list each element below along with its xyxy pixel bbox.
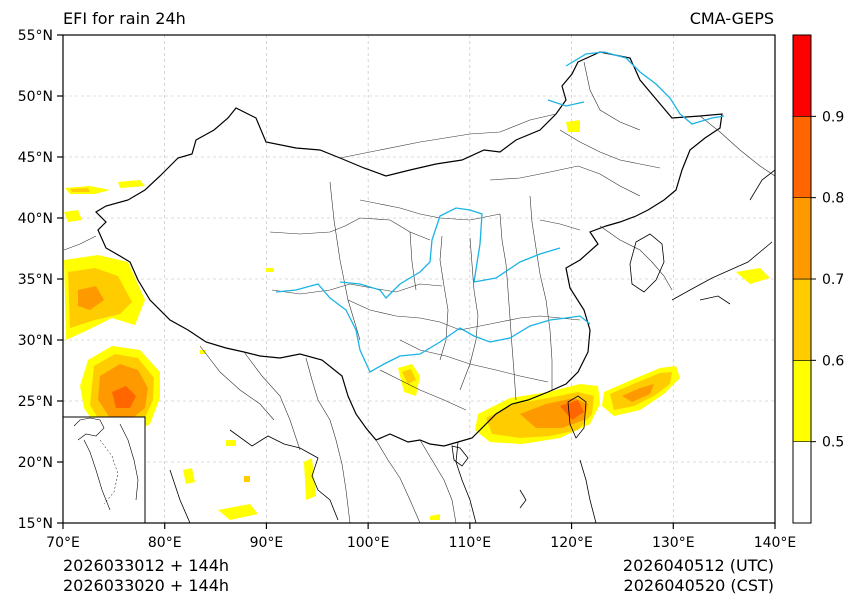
colorbar-cell [792, 441, 812, 524]
china-outline [95, 51, 723, 447]
init-time-block: 2026033012 + 144h 2026033020 + 144h [63, 556, 229, 596]
lat-tick-label: 20°N [18, 455, 53, 471]
colorbar-cell [792, 116, 812, 198]
valid-time-cst: 2026040520 (CST) [623, 576, 774, 595]
efi-shading [64, 120, 770, 520]
lat-tick-label: 35°N [18, 272, 53, 288]
heilongjiang-river [565, 51, 725, 125]
colorbar-cell [792, 197, 812, 280]
latitude-axis: 55°N 50°N 45°N 40°N 35°N 30°N 25°N 20°N 15°N [18, 28, 63, 532]
lon-tick-label: 110°E [449, 535, 492, 551]
colorbar-cell [792, 360, 812, 442]
colorbar-cell [792, 34, 812, 117]
lat-tick-label: 30°N [18, 333, 53, 349]
lon-tick-label: 70°E [46, 535, 80, 551]
rivers [275, 51, 725, 373]
lat-tick-label: 25°N [18, 394, 53, 410]
graticule [63, 35, 775, 523]
colorbar-tick-label: 0.5 [822, 435, 844, 451]
lon-tick-label: 80°E [148, 535, 182, 551]
lat-tick-label: 15°N [18, 516, 53, 532]
coastlines [169, 169, 775, 523]
lat-tick-label: 55°N [18, 28, 53, 44]
province-borders [63, 61, 775, 523]
map-title: EFI for rain 24h [63, 9, 186, 28]
lat-tick-label: 40°N [18, 211, 53, 227]
init-time-utc: 2026033012 + 144h [63, 556, 230, 575]
lon-tick-label: 140°E [754, 535, 797, 551]
colorbar-tick-label: 0.9 [822, 109, 844, 125]
colorbar-tick-label: 0.7 [822, 272, 844, 288]
valid-time-block: 2026040512 (UTC) 2026040520 (CST) [623, 556, 774, 596]
lon-tick-label: 130°E [652, 535, 695, 551]
init-time-cst: 2026033020 + 144h [63, 576, 230, 595]
colorbar-tick-label: 0.6 [822, 353, 844, 369]
yangtze-river [275, 283, 591, 373]
lon-tick-label: 90°E [250, 535, 284, 551]
lon-tick-label: 120°E [550, 535, 593, 551]
lat-tick-label: 45°N [18, 150, 53, 166]
colorbar-cell [792, 278, 812, 361]
colorbar-tick-label: 0.8 [822, 191, 844, 207]
longitude-axis: 70°E 80°E 90°E 100°E 110°E 120°E 130°E 140°E [46, 523, 796, 551]
valid-time-utc: 2026040512 (UTC) [622, 556, 774, 575]
model-name: CMA-GEPS [689, 9, 774, 28]
colorbar: 0.5 0.6 0.7 0.8 0.9 [792, 34, 844, 524]
lon-tick-label: 100°E [347, 535, 390, 551]
inset-south-china-sea [62, 416, 146, 524]
map-frame: 55°N 50°N 45°N 40°N 35°N 30°N 25°N 20°N 15°N 70°… [18, 28, 797, 551]
yellow-river [339, 207, 561, 299]
lat-tick-label: 50°N [18, 89, 53, 105]
